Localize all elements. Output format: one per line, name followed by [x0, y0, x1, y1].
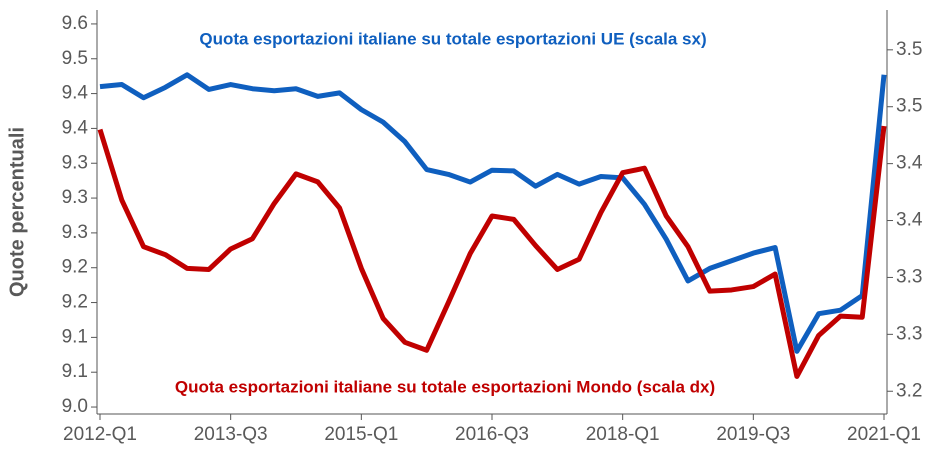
x-tick-label: 2012-Q1 [63, 424, 137, 445]
y-tick-label: 9.5 [62, 48, 88, 69]
y-tick-label: 9.3 [62, 222, 88, 243]
y-tick-label: 9.2 [62, 257, 88, 278]
x-tick-label: 2015-Q1 [324, 424, 398, 445]
annotation: Quota esportazioni italiane su totale es… [175, 377, 715, 396]
x-tick-label: 2019-Q3 [716, 424, 790, 445]
annotation: Quota esportazioni italiane su totale es… [199, 29, 706, 48]
y-tick-label: 9.1 [62, 361, 88, 382]
line-series [99, 72, 887, 354]
y2-tick-label: 3.2 [896, 380, 922, 401]
x-tick-label: 2018-Q1 [586, 424, 660, 445]
y2-tick-label: 3.3 [896, 266, 922, 287]
y2-tick-label: 3.4 [896, 153, 923, 174]
y-tick-label: 9.6 [62, 13, 88, 34]
x-tick-label: 2013-Q3 [194, 424, 268, 445]
y-tick-label: 9.2 [62, 292, 88, 313]
y-tick-label: 9.4 [62, 83, 89, 104]
y2-tick-label: 3.5 [896, 39, 922, 60]
y-tick-label: 9.0 [62, 396, 88, 417]
y2-tick-label: 3.3 [896, 323, 922, 344]
line-series [97, 125, 887, 379]
y-tick-label: 9.1 [62, 326, 88, 347]
y-tick-label: 9.3 [62, 152, 88, 173]
y2-tick-label: 3.5 [896, 96, 922, 117]
x-tick-label: 2016-Q3 [455, 424, 529, 445]
y2-tick-label: 3.4 [896, 210, 923, 231]
y-tick-label: 9.4 [62, 117, 89, 138]
y-axis-label: Quote percentuali [6, 127, 28, 297]
y-tick-label: 9.3 [62, 187, 88, 208]
x-tick-label: 2021-Q1 [847, 424, 921, 445]
